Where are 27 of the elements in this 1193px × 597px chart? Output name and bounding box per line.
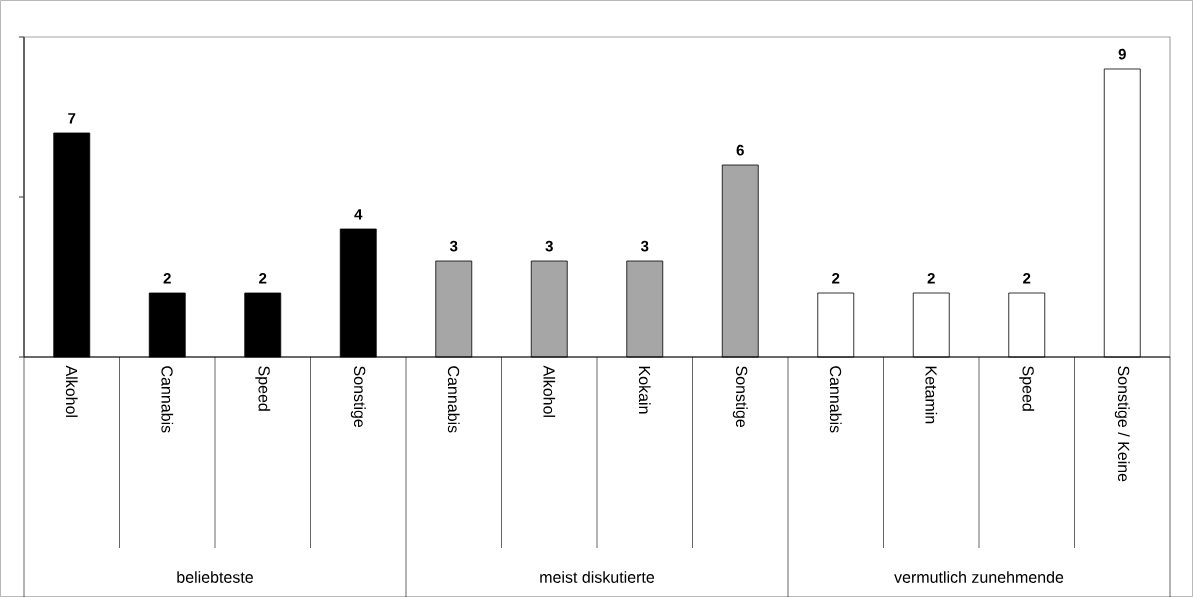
x-tick-label: Cannabis bbox=[161, 366, 174, 433]
x-tick-label: Cannabis bbox=[829, 366, 842, 433]
data-label: 4 bbox=[354, 209, 363, 220]
text: beliebteste bbox=[177, 571, 253, 583]
data-label: 7 bbox=[68, 113, 76, 124]
x-tick-label: Speed bbox=[255, 366, 271, 411]
data-label: 6 bbox=[736, 144, 744, 156]
x-tick-label: Ketamin bbox=[925, 366, 938, 424]
x-tick-label: Speed bbox=[1019, 366, 1035, 411]
x-tick-label: Kokain bbox=[638, 366, 651, 414]
data-label: 3 bbox=[545, 240, 553, 252]
text: vermutlich zunehmende bbox=[894, 571, 1064, 583]
x-tick-label: Cannabis bbox=[447, 366, 460, 433]
data-label: 2 bbox=[832, 273, 840, 284]
text: meist diskutierte bbox=[540, 571, 655, 583]
x-tick-label: Sonstige / Keine bbox=[1114, 366, 1130, 482]
data-label: 2 bbox=[163, 273, 171, 284]
data-label: 3 bbox=[640, 240, 649, 252]
data-label: 3 bbox=[449, 240, 458, 252]
x-tick-label: Sonstige bbox=[732, 366, 748, 428]
data-label: 9 bbox=[1118, 48, 1126, 60]
x-tick-label: Alkohol bbox=[65, 365, 78, 417]
x-tick-label: Alkohol bbox=[543, 365, 556, 417]
x-tick-label: Sonstige bbox=[350, 366, 366, 428]
data-label: 2 bbox=[927, 273, 935, 284]
data-label: 2 bbox=[259, 273, 267, 284]
data-label: 2 bbox=[1023, 273, 1031, 284]
